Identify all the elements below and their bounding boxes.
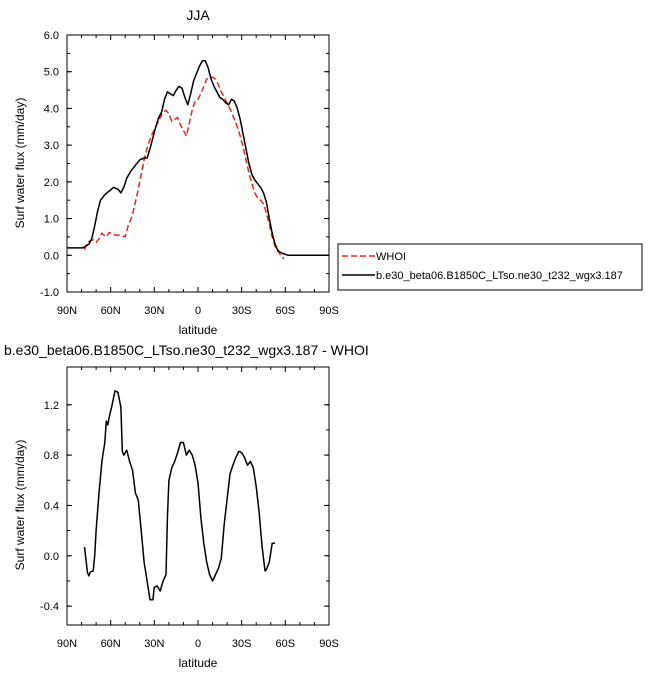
y-tick-label: 1.0 bbox=[44, 214, 59, 226]
x-tick-label: 30S bbox=[232, 638, 252, 650]
plot-frame bbox=[66, 366, 330, 626]
x-tick-label: 90N bbox=[57, 638, 77, 650]
x-tick-label: 60N bbox=[101, 638, 121, 650]
y-tick-label: 3.0 bbox=[44, 140, 59, 152]
top-y-axis-label: Surf water flux (mm/day) bbox=[13, 98, 27, 229]
y-tick-label: 2.0 bbox=[44, 177, 59, 189]
top-chart: JJA 90N 60N 30N 0 30S 60S 90S 6.0 5.0 4.0 3.0 2.0 1.… bbox=[13, 7, 339, 337]
x-tick-label: 60N bbox=[101, 305, 121, 317]
y-tick-label: 6.0 bbox=[44, 30, 59, 42]
y-tick-label: -0.4 bbox=[40, 601, 59, 613]
x-tick-label: 90N bbox=[57, 305, 77, 317]
top-x-axis-label: latitude bbox=[179, 323, 218, 337]
legend-model-label: b.e30_beta06.B1850C_LTso.ne30_t232_wgx3.… bbox=[376, 270, 623, 282]
x-tick-label: 30N bbox=[144, 305, 164, 317]
x-tick-label: 60S bbox=[276, 638, 296, 650]
x-tick-label: 30N bbox=[144, 638, 164, 650]
series-line bbox=[67, 59, 329, 257]
legend: WHOI b.e30_beta06.B1850C_LTso.ne30_t232_… bbox=[337, 243, 643, 291]
bottom-y-axis-label: Surf water flux (mm/day) bbox=[13, 440, 27, 571]
y-tick-label: 1.2 bbox=[44, 400, 59, 412]
bottom-chart: b.e30_beta06.B1850C_LTso.ne30_t232_wgx3.… bbox=[4, 342, 369, 670]
x-tick-label: 30S bbox=[232, 305, 252, 317]
y-tick-label: 0.0 bbox=[44, 250, 59, 262]
legend-box bbox=[337, 243, 643, 291]
x-tick-label: 90S bbox=[319, 305, 339, 317]
x-tick-label: 0 bbox=[195, 305, 201, 317]
y-tick-label: 0.0 bbox=[44, 551, 59, 563]
y-tick-label: 0.4 bbox=[44, 500, 59, 512]
x-tick-label: 60S bbox=[276, 305, 296, 317]
y-tick-label: -1.0 bbox=[40, 287, 59, 299]
plot-frame bbox=[66, 34, 330, 293]
bottom-chart-title: b.e30_beta06.B1850C_LTso.ne30_t232_wgx3.… bbox=[4, 342, 369, 358]
top-chart-title: JJA bbox=[186, 7, 210, 23]
y-tick-label: 5.0 bbox=[44, 67, 59, 79]
bottom-x-axis-label: latitude bbox=[179, 656, 218, 670]
bottom-plot-area: 90N 60N 30N 0 30S 60S 90S 1.2 0.8 0.4 0.0 -0.4 bbox=[40, 366, 339, 650]
legend-whoi-label: WHOI bbox=[376, 251, 406, 263]
x-tick-label: 90S bbox=[319, 638, 339, 650]
top-plot-area: 90N 60N 30N 0 30S 60S 90S 6.0 5.0 4.0 3.0 2.0 1.0 0.0… bbox=[40, 30, 339, 317]
y-tick-label: 4.0 bbox=[44, 103, 59, 115]
series-line bbox=[83, 390, 276, 601]
y-tick-label: 0.8 bbox=[44, 450, 59, 462]
x-tick-label: 0 bbox=[195, 638, 201, 650]
series-line bbox=[83, 76, 285, 260]
